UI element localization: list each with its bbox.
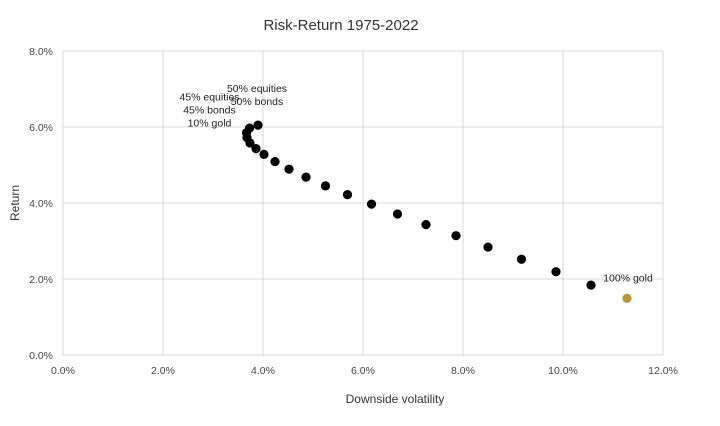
- annotation-label: 45% bonds: [183, 105, 236, 117]
- portfolio-point: [320, 181, 331, 191]
- portfolio-point: [392, 209, 403, 219]
- y-tick-label: 0.0%: [29, 350, 53, 362]
- x-tick-label: 6.0%: [351, 365, 375, 377]
- y-tick-label: 2.0%: [29, 274, 53, 286]
- portfolio-point: [516, 254, 527, 264]
- x-tick-label: 10.0%: [548, 365, 578, 377]
- annotation-label: 50% equities: [227, 83, 287, 95]
- y-tick-label: 8.0%: [29, 46, 53, 58]
- portfolio-point: [551, 267, 561, 277]
- data-points: [241, 120, 632, 303]
- grid-lines: [62, 50, 664, 356]
- x-tick-label: 8.0%: [451, 365, 475, 377]
- annotation-label: 10% gold: [188, 118, 232, 130]
- portfolio-point: [253, 120, 263, 130]
- portfolio-point: [245, 138, 255, 148]
- portfolio-point: [366, 199, 377, 209]
- x-axis-title: Downside volatility: [346, 392, 445, 406]
- portfolio-point: [586, 280, 596, 290]
- portfolio-point: [259, 149, 269, 159]
- annotation-label: 100% gold: [603, 272, 653, 284]
- gold-point: [622, 293, 632, 303]
- portfolio-point: [270, 156, 280, 167]
- portfolio-point: [301, 172, 311, 182]
- portfolio-point: [284, 164, 294, 174]
- x-tick-label: 2.0%: [151, 365, 175, 377]
- portfolio-point: [421, 220, 431, 230]
- annotation-label: 45% equities: [179, 92, 239, 104]
- x-tick-label: 0.0%: [51, 365, 75, 377]
- x-tick-label: 4.0%: [251, 365, 275, 377]
- portfolio-point: [342, 190, 353, 200]
- chart-title: Risk-Return 1975-2022: [263, 17, 418, 34]
- x-tick-label: 12.0%: [648, 365, 678, 377]
- annotation-label: 50% bonds: [231, 96, 284, 108]
- portfolio-point: [483, 242, 493, 252]
- y-tick-label: 4.0%: [29, 198, 53, 210]
- portfolio-point: [251, 144, 261, 154]
- y-axis-title: Return: [8, 185, 22, 221]
- portfolio-point: [451, 231, 461, 241]
- tick-labels: 0.0% 2.0% 4.0% 6.0% 8.0% 10.0% 12.0% 0.0% 2.0% 4.…: [29, 46, 678, 377]
- y-tick-label: 6.0%: [29, 122, 53, 134]
